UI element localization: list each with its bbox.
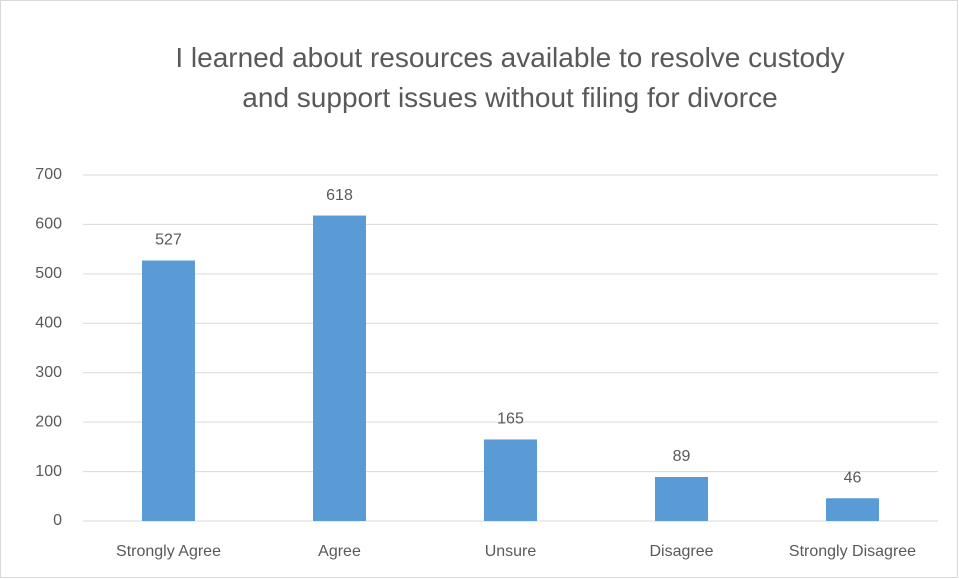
y-tick-label: 500: [35, 265, 62, 282]
bar: [484, 439, 537, 521]
data-label: 527: [155, 232, 182, 249]
data-label: 46: [844, 469, 862, 486]
y-tick-label: 100: [35, 463, 62, 480]
data-label: 89: [673, 448, 691, 465]
y-tick-label: 600: [35, 216, 62, 233]
data-label: 165: [497, 411, 524, 428]
bar: [655, 477, 708, 521]
y-tick-label: 700: [35, 166, 62, 183]
bar: [313, 215, 366, 521]
bar: [826, 498, 879, 521]
y-tick-label: 200: [35, 413, 62, 430]
y-tick-label: 0: [53, 512, 62, 529]
y-tick-label: 400: [35, 315, 62, 332]
x-tick-label: Unsure: [485, 543, 537, 560]
bar: [142, 260, 195, 521]
chart-title: I learned about resources available to r…: [175, 42, 845, 113]
x-tick-label: Agree: [318, 543, 361, 560]
x-tick-label: Strongly Disagree: [789, 543, 916, 560]
x-tick-label: Disagree: [649, 543, 713, 560]
x-tick-label: Strongly Agree: [116, 543, 221, 560]
data-label: 618: [326, 187, 353, 204]
y-tick-label: 300: [35, 364, 62, 381]
